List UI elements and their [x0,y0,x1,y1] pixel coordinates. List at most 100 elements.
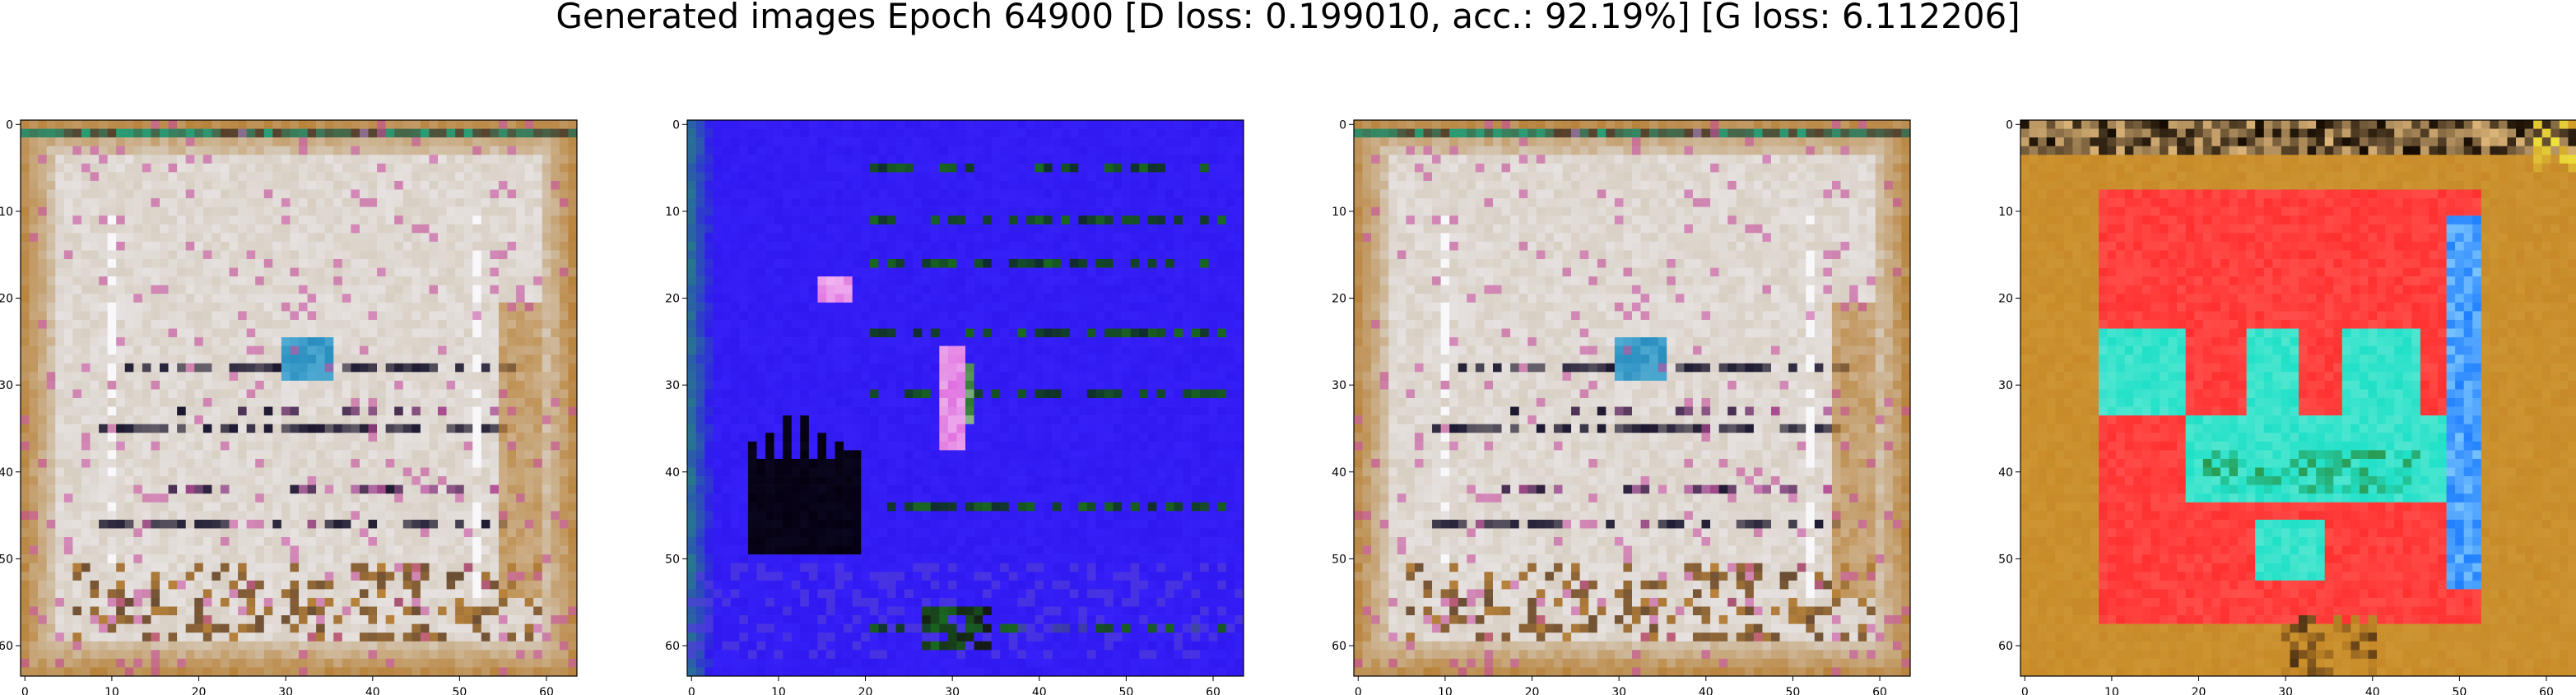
pixel [307,458,317,468]
pixel [307,241,317,251]
pixel [81,563,91,572]
pixel [281,294,291,303]
pixel [185,433,195,442]
pixel [490,172,500,182]
pixel [263,563,273,572]
pixel [983,155,992,164]
pixel [202,380,212,390]
pixel [835,172,844,182]
pixel [385,189,395,199]
pixel [351,667,360,677]
pixel [21,424,30,433]
pixel [212,120,221,129]
pixel [463,294,473,303]
pixel [455,233,464,243]
pixel [255,528,265,538]
pixel [142,354,151,364]
pixel [507,345,517,355]
pixel [220,424,230,433]
pixel [342,285,351,294]
pixel [420,467,430,477]
pixel [116,206,126,216]
pixel [713,198,723,207]
pixel [533,658,543,668]
pixel [99,345,108,355]
pixel [220,233,230,243]
pixel [38,641,47,651]
pixel [238,215,247,225]
pixel [507,667,517,677]
pixel [55,537,65,546]
pixel [861,198,871,207]
pixel [516,120,525,129]
pixel [394,250,404,260]
pixel [1000,155,1010,164]
pixel [446,180,456,190]
pixel [516,137,525,146]
pixel [551,650,560,660]
pixel [455,345,464,355]
pixel [1200,206,1210,216]
pixel [63,415,73,424]
pixel [21,450,30,460]
pixel [1208,180,1218,190]
pixel [177,354,186,364]
pixel [516,458,525,468]
pixel [377,233,386,243]
pixel [160,424,169,433]
pixel [394,198,404,207]
pixel [1174,206,1183,216]
pixel [238,302,247,312]
pixel [116,372,126,382]
pixel [377,658,386,668]
pixel [229,285,239,294]
pixel [472,363,482,373]
pixel [281,632,291,642]
pixel [116,302,126,312]
pixel [446,267,456,277]
pixel [220,458,230,468]
pixel [290,259,300,268]
pixel [385,259,395,268]
pixel [1008,146,1018,155]
pixel [133,389,143,399]
pixel [446,276,456,285]
pixel [1225,206,1235,216]
pixel [220,294,230,303]
pixel [402,441,412,451]
pixel [1008,215,1018,225]
pixel [472,137,482,146]
pixel [1095,206,1105,216]
pixel [420,276,430,285]
pixel [412,380,421,390]
pixel [774,180,783,190]
pixel [90,146,100,155]
pixel [220,484,230,494]
pixel [90,319,100,329]
pixel [29,206,39,216]
pixel [202,580,212,590]
pixel [99,311,108,321]
pixel [333,615,343,624]
pixel [46,294,56,303]
pixel [385,545,395,555]
pixel [160,398,169,407]
pixel [307,519,317,529]
pixel [463,198,473,207]
pixel [316,528,325,538]
pixel [29,493,39,503]
pixel [359,563,369,572]
pixel [377,545,386,555]
pixel [956,180,966,190]
pixel [299,458,308,468]
pixel [272,580,282,590]
pixel [72,528,82,538]
pixel [394,172,404,182]
pixel [394,589,404,599]
pixel [765,206,774,216]
pixel [385,354,395,364]
pixel [72,519,82,529]
pixel [46,572,56,581]
pixel [687,198,696,207]
